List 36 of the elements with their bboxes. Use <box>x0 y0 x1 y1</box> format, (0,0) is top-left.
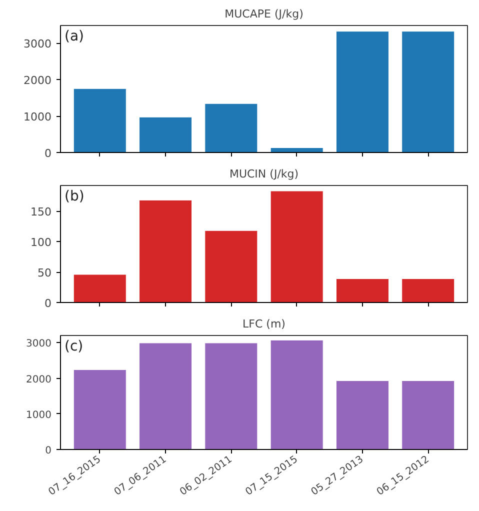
y-tick-label: 1000 <box>24 110 52 124</box>
bar <box>336 31 389 152</box>
chart-title: LFC (m) <box>242 318 286 330</box>
bar <box>73 369 126 450</box>
y-tick-label: 0 <box>45 446 52 456</box>
bar <box>204 342 258 450</box>
bar <box>73 274 126 302</box>
y-tick-label: 3000 <box>26 338 52 350</box>
chart-title: MUCIN (J/kg) <box>229 168 299 180</box>
bar <box>402 380 455 450</box>
bar <box>139 342 192 450</box>
bar <box>270 340 324 450</box>
bar <box>402 278 455 302</box>
y-tick-label: 1000 <box>26 410 52 421</box>
annotation: (b) <box>64 188 84 204</box>
y-tick-label: 0 <box>44 147 52 160</box>
y-tick-label: 0 <box>44 297 52 310</box>
bar <box>336 380 389 450</box>
y-tick-label: 2000 <box>26 374 52 386</box>
bar <box>204 103 258 152</box>
y-tick-label: 2000 <box>24 74 52 88</box>
y-tick-label: 150 <box>30 206 52 219</box>
y-tick-label: 3000 <box>24 38 52 51</box>
chart-title: MUCAPE (J/kg) <box>224 8 304 20</box>
y-tick-label: 50 <box>38 266 52 280</box>
annotation: (c) <box>64 338 84 354</box>
bar <box>139 116 192 152</box>
y-tick-label: 100 <box>30 236 52 250</box>
bar <box>139 200 192 302</box>
bar <box>73 88 126 152</box>
bar <box>270 190 324 302</box>
bar <box>336 278 389 302</box>
bar <box>270 148 324 152</box>
bar <box>402 31 455 152</box>
bar <box>204 230 258 302</box>
annotation: (a) <box>64 28 84 44</box>
